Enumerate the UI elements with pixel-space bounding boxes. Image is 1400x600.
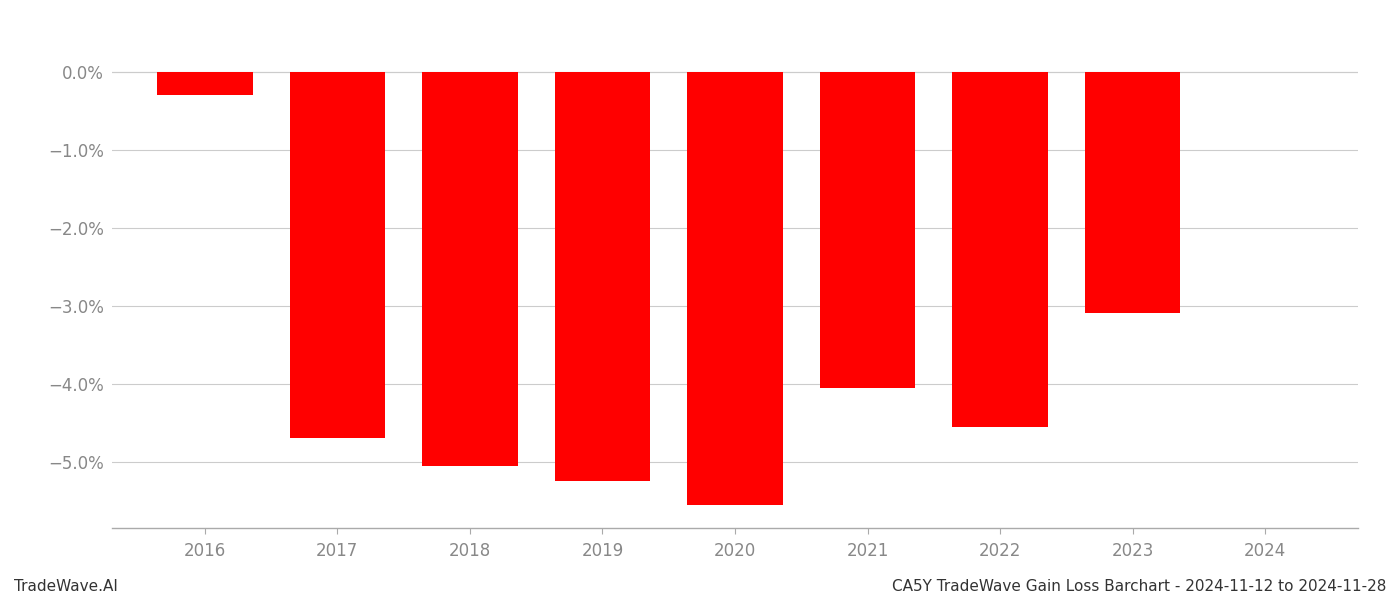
Text: TradeWave.AI: TradeWave.AI — [14, 579, 118, 594]
Bar — [952, 71, 1047, 427]
Text: CA5Y TradeWave Gain Loss Barchart - 2024-11-12 to 2024-11-28: CA5Y TradeWave Gain Loss Barchart - 2024… — [892, 579, 1386, 594]
Bar — [554, 71, 650, 481]
Bar — [423, 71, 518, 466]
Bar — [157, 71, 252, 95]
Bar — [1085, 71, 1180, 313]
Bar — [290, 71, 385, 438]
Bar — [687, 71, 783, 505]
Bar — [820, 71, 916, 388]
